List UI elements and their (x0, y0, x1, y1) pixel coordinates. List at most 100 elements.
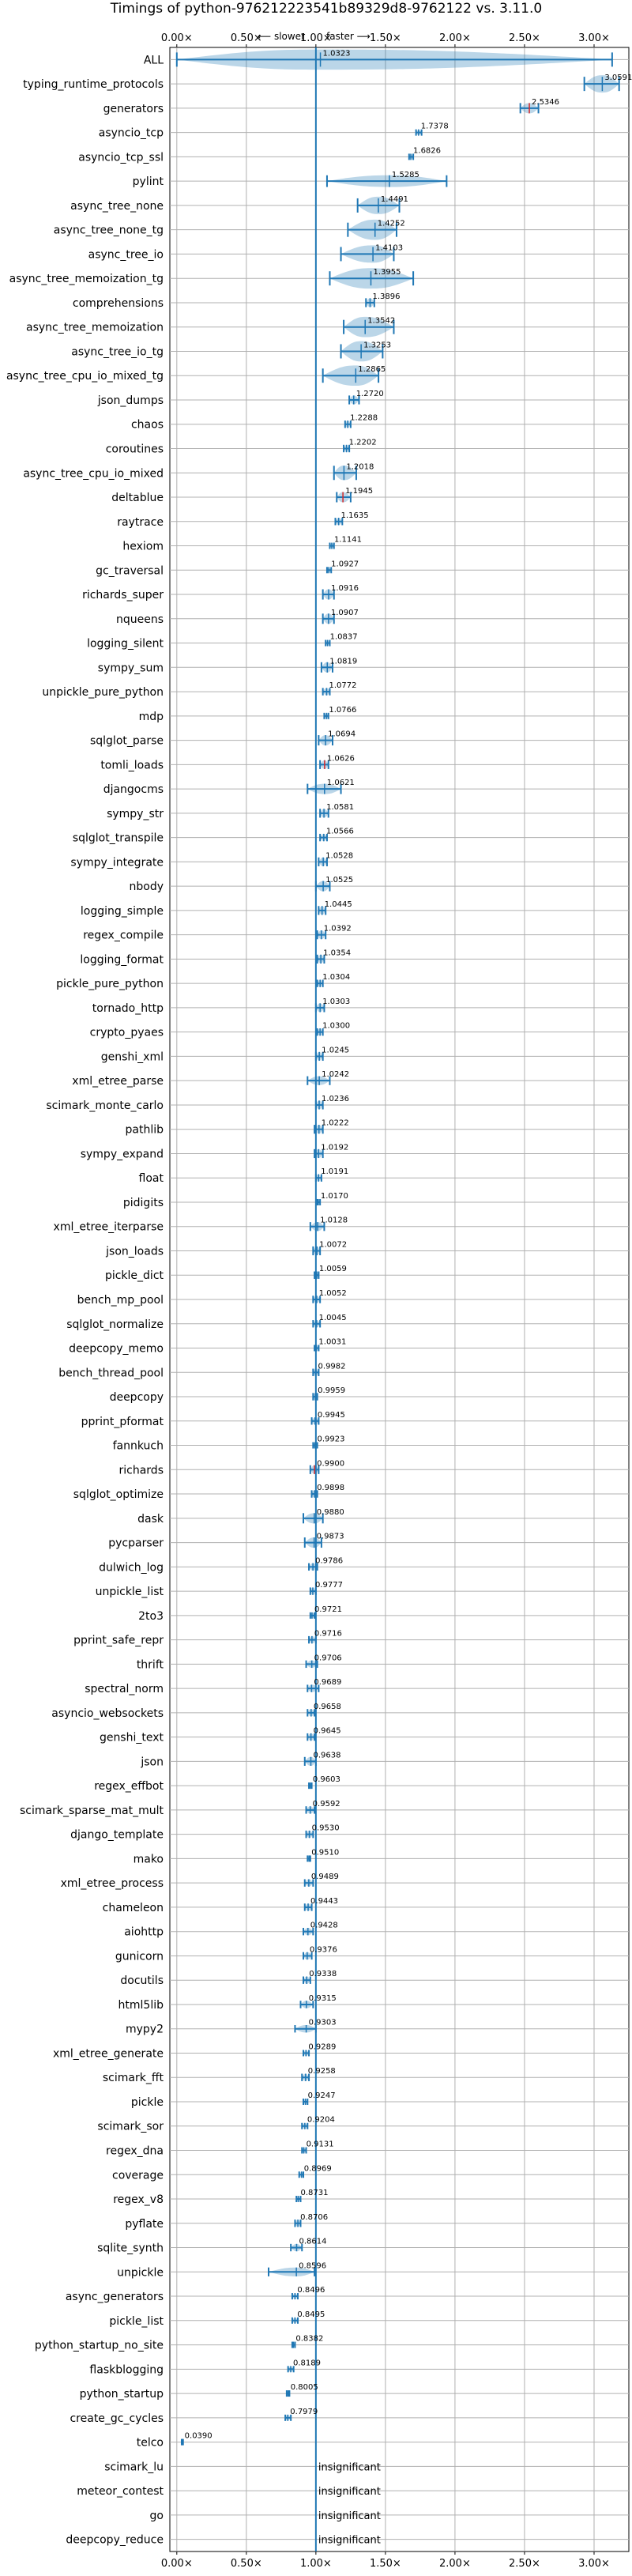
category-label: unpickle_list (96, 1586, 164, 1598)
category-label: regex_dna (106, 2145, 164, 2158)
faster-label: faster ⟶ (326, 31, 371, 42)
value-label: 0.9315 (309, 1994, 337, 2003)
value-label: 0.9376 (310, 1945, 337, 1954)
x-tick-label-bottom: 1.50× (370, 2558, 401, 2570)
value-label: 0.9982 (318, 1362, 346, 1371)
category-label: pickle_pure_python (56, 978, 164, 990)
value-label: 1.2720 (356, 390, 384, 398)
value-label: 0.9428 (310, 1922, 338, 1930)
value-label: 1.6826 (413, 146, 441, 155)
category-label: unpickle (117, 2266, 164, 2279)
category-label: html5lib (118, 1999, 164, 2012)
value-label: 0.9873 (317, 1533, 344, 1541)
category-label: sqlglot_optimize (73, 1488, 164, 1501)
category-label: gunicorn (115, 1950, 164, 1963)
value-label: 1.0528 (325, 851, 353, 860)
value-label: 1.4491 (381, 195, 408, 204)
value-label: 1.0626 (327, 754, 355, 763)
category-label: pprint_pformat (81, 1416, 164, 1428)
value-label: 0.9716 (314, 1630, 342, 1639)
category-label: regex_compile (83, 930, 164, 942)
x-tick-label-top: 1.50× (370, 32, 401, 44)
insignificant-label: insignificant (318, 2510, 381, 2522)
category-label: async_tree_cpu_io_mixed (23, 467, 164, 480)
category-label: asyncio_websockets (51, 1707, 164, 1720)
value-label: 0.9900 (317, 1459, 344, 1468)
value-label: 0.9204 (307, 2116, 335, 2125)
x-tick-label-top: 0.00× (161, 32, 193, 44)
value-label: 0.9289 (308, 2042, 336, 2051)
category-label: coverage (112, 2169, 164, 2182)
insignificant-label: insignificant (318, 2461, 381, 2473)
value-label: 1.0304 (322, 973, 350, 982)
category-label: crypto_pyaes (90, 1027, 164, 1039)
insignificant-label: insignificant (318, 2535, 381, 2547)
category-label: json_dumps (97, 394, 164, 407)
category-label: deltablue (111, 492, 164, 504)
category-label: ALL (144, 54, 164, 66)
value-label: 0.9923 (318, 1435, 345, 1444)
value-label: 1.1635 (341, 511, 369, 520)
value-label: 1.0236 (322, 1095, 349, 1103)
category-label: sqlglot_parse (90, 735, 164, 748)
value-label: 0.9706 (314, 1654, 342, 1662)
value-label: 1.0300 (322, 1022, 350, 1031)
value-label: 1.3542 (367, 317, 395, 326)
x-tick-label-bottom: 0.00× (161, 2558, 193, 2570)
value-label: 1.2288 (350, 414, 378, 423)
category-label: create_gc_cycles (70, 2412, 164, 2425)
value-label: 1.3253 (363, 341, 391, 349)
value-label: 1.0031 (318, 1338, 346, 1347)
category-label: genshi_xml (101, 1050, 164, 1063)
value-label: 1.0837 (330, 633, 358, 642)
value-label: 0.9959 (318, 1386, 345, 1395)
category-label: typing_runtime_protocols (23, 78, 164, 91)
category-label: deepcopy_memo (69, 1343, 164, 1356)
x-tick-label-bottom: 2.50× (509, 2558, 540, 2570)
category-label: async_tree_io (88, 248, 164, 261)
category-label: pickle_list (109, 2315, 164, 2328)
value-label: 1.3896 (372, 292, 400, 301)
category-label: xml_etree_process (61, 1877, 164, 1890)
value-label: 1.2202 (349, 438, 377, 447)
value-label: 1.0766 (329, 706, 356, 715)
x-ticks-top: 0.00× 0.50× 1.00× 1.50× 2.00× 2.50× 3.00× (161, 32, 610, 47)
category-label: sqlglot_transpile (73, 832, 164, 845)
category-label: scimark_sor (97, 2121, 164, 2133)
category-label: nbody (130, 881, 164, 893)
value-label: 1.0581 (326, 803, 354, 812)
category-label: scimark_fft (103, 2072, 164, 2084)
category-label: json (140, 1756, 164, 1768)
x-tick-label-top: 1.00× (300, 32, 332, 44)
category-label: async_tree_none (70, 200, 164, 213)
category-label: richards (119, 1464, 164, 1477)
x-tick-label-bottom: 2.00× (439, 2558, 471, 2570)
value-label: 1.0059 (319, 1265, 347, 1273)
value-label: 0.9510 (311, 1848, 339, 1857)
category-label: pycparser (108, 1537, 164, 1550)
category-label: richards_super (82, 589, 164, 602)
value-label: 0.9247 (308, 2091, 336, 2100)
category-label: pyflate (125, 2218, 164, 2231)
value-label: 1.0927 (331, 560, 359, 568)
value-label: 0.7979 (290, 2408, 318, 2416)
value-label: 1.0170 (321, 1192, 348, 1201)
category-label: async_generators (66, 2291, 164, 2303)
category-label: telco (137, 2437, 164, 2450)
category-label: dask (137, 1513, 164, 1526)
value-label: 1.0303 (322, 998, 350, 1006)
category-label: asyncio_tcp (99, 127, 164, 140)
value-label: 1.0128 (320, 1216, 348, 1225)
value-label: 1.0916 (331, 584, 359, 593)
category-label: sympy_sum (98, 662, 164, 674)
category-label: logging_format (80, 953, 164, 966)
category-label: flaskblogging (89, 2363, 164, 2376)
value-label: 0.9777 (315, 1581, 343, 1590)
category-label: 2to3 (138, 1610, 164, 1623)
value-label: 1.4103 (375, 243, 403, 252)
category-label: python_startup (80, 2388, 164, 2401)
value-label: 1.1945 (345, 487, 373, 496)
category-label: deepcopy (110, 1391, 164, 1404)
value-label: 0.9592 (313, 1800, 340, 1808)
value-label: 1.0445 (325, 900, 352, 909)
